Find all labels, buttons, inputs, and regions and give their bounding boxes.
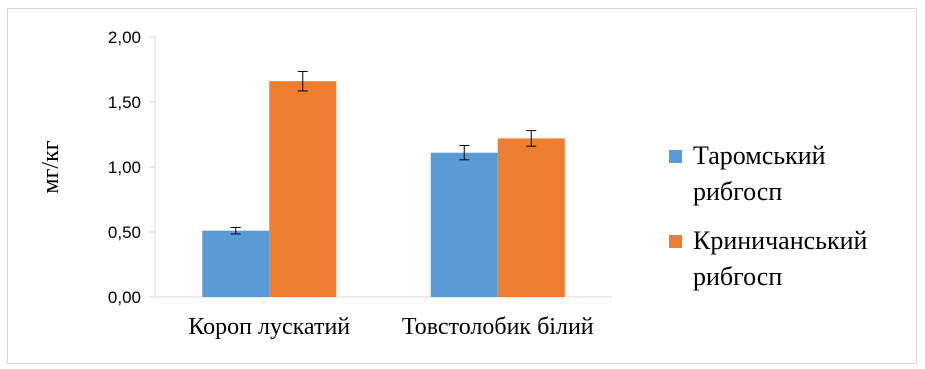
legend-label: рибгосп [693,177,782,206]
bar [497,138,565,297]
error-bar [230,226,241,235]
legend-entry: Таромський рибгосп [669,141,826,206]
error-bar [297,70,308,92]
bar [430,152,498,297]
bar [202,230,270,297]
x-category-label: Товстолобик білий [402,314,594,340]
legend-swatch [669,150,682,163]
legend-label: Таромський [693,141,826,170]
legend-label: Криничанський [693,226,868,255]
y-tick-label: 2,00 [108,28,141,47]
legend-entry: Криничанський рибгосп [669,226,868,291]
legend: Таромський рибгосп Криничанський рибгосп [669,141,868,291]
bar [269,81,337,297]
y-tick-label: 0,50 [108,223,141,242]
y-tick-label: 1,50 [108,93,141,112]
legend-swatch [669,235,682,248]
y-tick-label: 0,00 [108,288,141,307]
bars [202,81,565,297]
error-bars [230,70,537,235]
error-bar [526,130,537,147]
y-axis-ticks: 0,00 0,50 1,00 1,50 2,00 [108,28,155,307]
legend-label: рибгосп [693,262,782,291]
y-axis-label: мг/кг [38,140,64,193]
x-axis-categories: Короп лускатий Товстолобик білий [188,314,593,340]
y-tick-label: 1,00 [108,158,141,177]
x-category-label: Короп лускатий [188,314,350,340]
error-bar [459,145,470,161]
